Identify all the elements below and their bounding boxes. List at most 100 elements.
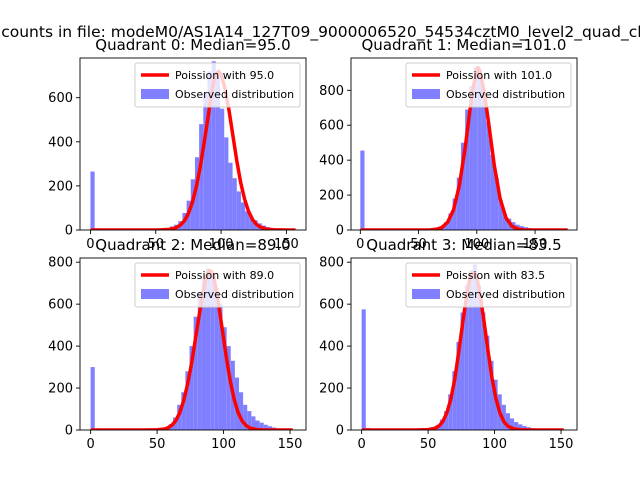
histogram-bar	[232, 178, 237, 230]
legend-box	[134, 62, 301, 108]
y-tick-label: 400	[319, 154, 344, 169]
histogram-bar	[194, 157, 200, 230]
x-tick-label: 0	[357, 437, 365, 452]
y-tick-label: 400	[48, 340, 73, 355]
histogram-bar	[486, 121, 491, 230]
legend-label-observed: Observed distribution	[175, 88, 294, 101]
legend-box	[405, 262, 572, 308]
panel-title: Quadrant 3: Median=83.5	[366, 236, 561, 254]
histogram-bar	[189, 346, 194, 430]
histogram-bar	[518, 424, 523, 430]
x-tick-label: 150	[278, 437, 303, 452]
histogram-bar	[502, 214, 508, 230]
histogram-bar	[472, 264, 478, 430]
y-tick-label: 200	[48, 179, 73, 194]
x-tick-label: 150	[523, 237, 548, 252]
legend: Poission with 95.0 Observed distribution	[134, 62, 301, 108]
legend-box	[134, 262, 301, 308]
x-tick-label: 100	[211, 437, 236, 452]
axes-frame	[350, 257, 578, 431]
histogram-bar	[228, 162, 233, 230]
axes-frame	[350, 57, 578, 231]
legend-box	[405, 62, 572, 108]
legend-label-observed: Observed distribution	[446, 288, 565, 301]
y-tick-label: 800	[48, 256, 73, 271]
histogram-bar	[203, 93, 208, 230]
panel-title: Quadrant 1: Median=101.0	[362, 36, 567, 54]
x-tick-label: 150	[549, 437, 574, 452]
y-tick-label: 400	[319, 340, 344, 355]
histogram-bar	[485, 335, 490, 430]
y-tick-label: 200	[319, 382, 344, 397]
figure-suptitle: Median counts in file: modeM0/AS1A14_127…	[0, 23, 640, 42]
histogram-bar	[90, 171, 95, 230]
histogram-bar	[477, 69, 482, 230]
y-tick-label: 800	[319, 256, 344, 271]
legend-bar-swatch	[141, 289, 169, 299]
histogram-bar	[448, 394, 453, 430]
x-tick-label: 0	[86, 437, 94, 452]
histogram-bar	[215, 75, 221, 230]
histogram-bar	[255, 420, 260, 430]
y-tick-label: 600	[319, 298, 344, 313]
histogram-bar	[214, 287, 219, 430]
histogram-bar	[201, 278, 207, 430]
x-tick-label: 50	[147, 237, 164, 252]
histogram-bar	[490, 154, 495, 230]
histogram-bar	[259, 422, 264, 430]
histogram-bar	[452, 371, 457, 430]
histogram-bar	[514, 422, 519, 430]
panels: Quadrant 0: Median=95.0 0 50 100 150 0 200 400 6…	[48, 36, 578, 452]
y-tick-label: 0	[65, 224, 73, 239]
histogram-bar	[90, 367, 95, 430]
histogram-bar	[240, 202, 246, 230]
histogram-bar	[193, 316, 198, 430]
histogram-bar	[236, 191, 241, 230]
histogram-bar	[464, 285, 469, 430]
histogram-bar	[249, 216, 254, 230]
y-tick-label: 600	[319, 119, 344, 134]
y-tick-label: 200	[319, 189, 344, 204]
histogram-bar	[452, 198, 457, 230]
panel-title: Quadrant 2: Median=89.0	[95, 236, 290, 254]
histogram-bar	[456, 177, 461, 230]
legend-bar-swatch	[412, 289, 440, 299]
histogram-bar	[245, 211, 250, 230]
histogram-bar	[489, 360, 494, 430]
histogram-bar	[444, 411, 449, 430]
panel-quadrant-0: Quadrant 0: Median=95.0 0 50 100 150 0 200 400 6…	[48, 36, 307, 252]
histogram-bar	[465, 109, 470, 230]
panel-title: Quadrant 0: Median=95.0	[95, 36, 290, 54]
histogram-bar	[477, 285, 482, 430]
panel-quadrant-1: Quadrant 1: Median=101.0 0 50 100 150 0 200 400…	[319, 36, 578, 252]
histogram-bar	[481, 312, 486, 430]
histogram-bar	[481, 90, 487, 230]
y-tick-label: 600	[48, 91, 73, 106]
histogram-bar	[469, 85, 474, 230]
histogram-bar	[498, 200, 503, 230]
legend-label-observed: Observed distribution	[446, 88, 565, 101]
histogram-bar	[218, 304, 223, 430]
histogram-bar	[263, 424, 268, 430]
histogram-bar	[199, 124, 204, 230]
histogram-bar	[444, 222, 449, 230]
y-tick-label: 400	[48, 135, 73, 150]
y-tick-label: 0	[65, 424, 73, 439]
panel-quadrant-3: Quadrant 3: Median=83.50 50 100 15002004006…	[319, 236, 578, 452]
y-tick-label: 800	[319, 84, 344, 99]
legend: Poission with 101.0 Observed distribution	[405, 62, 572, 108]
x-tick-label: 0	[86, 237, 94, 252]
histogram-bar	[360, 150, 365, 230]
histogram-bar	[494, 177, 499, 230]
histogram-bar	[522, 426, 527, 430]
legend-bar-swatch	[141, 89, 169, 99]
y-tick-label: 200	[48, 382, 73, 397]
histogram-bar	[210, 274, 215, 430]
histogram-bar	[247, 411, 252, 430]
histogram-bar	[222, 327, 227, 430]
histogram-bar	[185, 371, 190, 430]
histogram-bars	[360, 66, 562, 230]
legend: Poission with 83.5 Observed distribution	[405, 262, 572, 308]
legend-label-poisson: Poission with 89.0	[175, 269, 274, 282]
histogram-bar	[207, 71, 212, 230]
